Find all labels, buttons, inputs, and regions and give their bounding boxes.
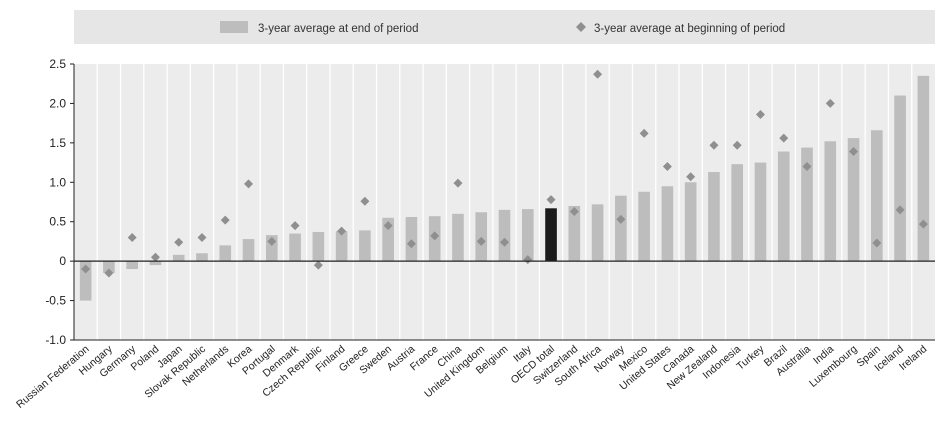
marker	[616, 214, 626, 224]
bar	[242, 239, 255, 262]
x-axis-ticks: Russian FederationHungaryGermanyPolandJa…	[14, 343, 929, 411]
marker	[313, 260, 323, 270]
marker	[802, 162, 812, 172]
bar	[568, 205, 581, 262]
bar	[79, 261, 92, 301]
bar	[545, 208, 557, 262]
marker	[104, 268, 114, 278]
y-tick-label: -1.0	[45, 333, 66, 347]
legend-bar-label: 3-year average at end of period	[258, 23, 418, 35]
marker	[476, 236, 486, 246]
bar	[708, 172, 720, 262]
marker	[662, 162, 672, 172]
marker	[197, 232, 207, 242]
marker	[360, 196, 370, 206]
marker	[500, 237, 509, 247]
marker	[569, 206, 579, 216]
bar	[917, 75, 930, 262]
y-axis-ticks: 2.5 2.0 1.5 1.0 0.5 0 -0.5 -1.0	[45, 57, 74, 347]
bar	[661, 186, 674, 262]
marker	[127, 232, 137, 242]
marker	[639, 128, 649, 138]
marker	[267, 236, 277, 246]
y-tick-label: 2.0	[49, 96, 66, 110]
bar	[149, 261, 162, 266]
marker	[383, 221, 393, 231]
bar	[521, 209, 534, 262]
marker	[849, 147, 859, 157]
bar	[754, 162, 767, 262]
bar	[615, 195, 627, 262]
bar	[452, 213, 464, 262]
marker	[779, 133, 789, 143]
y-tick-label: 0.5	[49, 215, 66, 229]
bar	[684, 182, 697, 262]
bar	[847, 138, 860, 262]
bar	[777, 151, 790, 262]
bar	[382, 217, 394, 262]
marker	[825, 98, 835, 108]
bar	[335, 231, 348, 262]
marker	[453, 178, 463, 188]
bar	[405, 216, 418, 262]
marker	[593, 69, 603, 79]
bar	[638, 191, 650, 262]
marker	[337, 226, 347, 236]
marker	[546, 195, 556, 205]
marker	[755, 109, 765, 119]
legend: 3-year average at end of period 3-year a…	[74, 10, 935, 44]
marker	[290, 221, 300, 231]
y-tick-label: 2.5	[49, 57, 66, 71]
bar	[126, 261, 138, 270]
marker	[523, 255, 533, 265]
marker	[732, 140, 742, 150]
bar	[265, 235, 278, 262]
marker	[174, 237, 184, 247]
marker	[220, 215, 230, 225]
plot-area	[74, 64, 935, 340]
y-tick-label: 1.0	[49, 175, 66, 189]
marker	[709, 140, 719, 150]
legend-marker-swatch	[576, 22, 586, 32]
bar	[172, 254, 185, 262]
bar	[801, 147, 813, 262]
y-tick-label: -0.5	[45, 294, 66, 308]
bar	[475, 212, 488, 262]
bar	[219, 245, 232, 262]
marker	[918, 219, 928, 229]
bar	[196, 253, 208, 262]
x-tick-label: Russian Federation	[14, 343, 92, 411]
bar	[498, 209, 511, 262]
y-tick-label: 1.5	[49, 136, 66, 150]
bar	[731, 164, 744, 262]
marker-series	[81, 69, 928, 278]
legend-marker-label: 3-year average at beginning of period	[594, 23, 785, 35]
bar	[871, 130, 883, 262]
bar	[894, 95, 906, 262]
marker	[244, 179, 254, 189]
bar	[359, 230, 371, 262]
x-tick-label: Turkey	[734, 343, 767, 373]
bar	[824, 141, 837, 262]
gridlines	[96, 64, 913, 340]
marker	[150, 252, 160, 262]
legend-background	[74, 10, 935, 44]
marker	[406, 239, 416, 249]
bar	[591, 204, 604, 262]
legend-bar-swatch	[220, 21, 248, 33]
bar	[289, 233, 301, 262]
marker	[686, 172, 696, 182]
marker	[81, 264, 91, 274]
y-tick-label: 0	[59, 254, 66, 268]
marker	[895, 205, 905, 215]
bar	[312, 231, 325, 262]
marker	[430, 231, 440, 241]
bar	[103, 261, 115, 273]
axes	[73, 64, 935, 341]
marker	[872, 238, 882, 248]
